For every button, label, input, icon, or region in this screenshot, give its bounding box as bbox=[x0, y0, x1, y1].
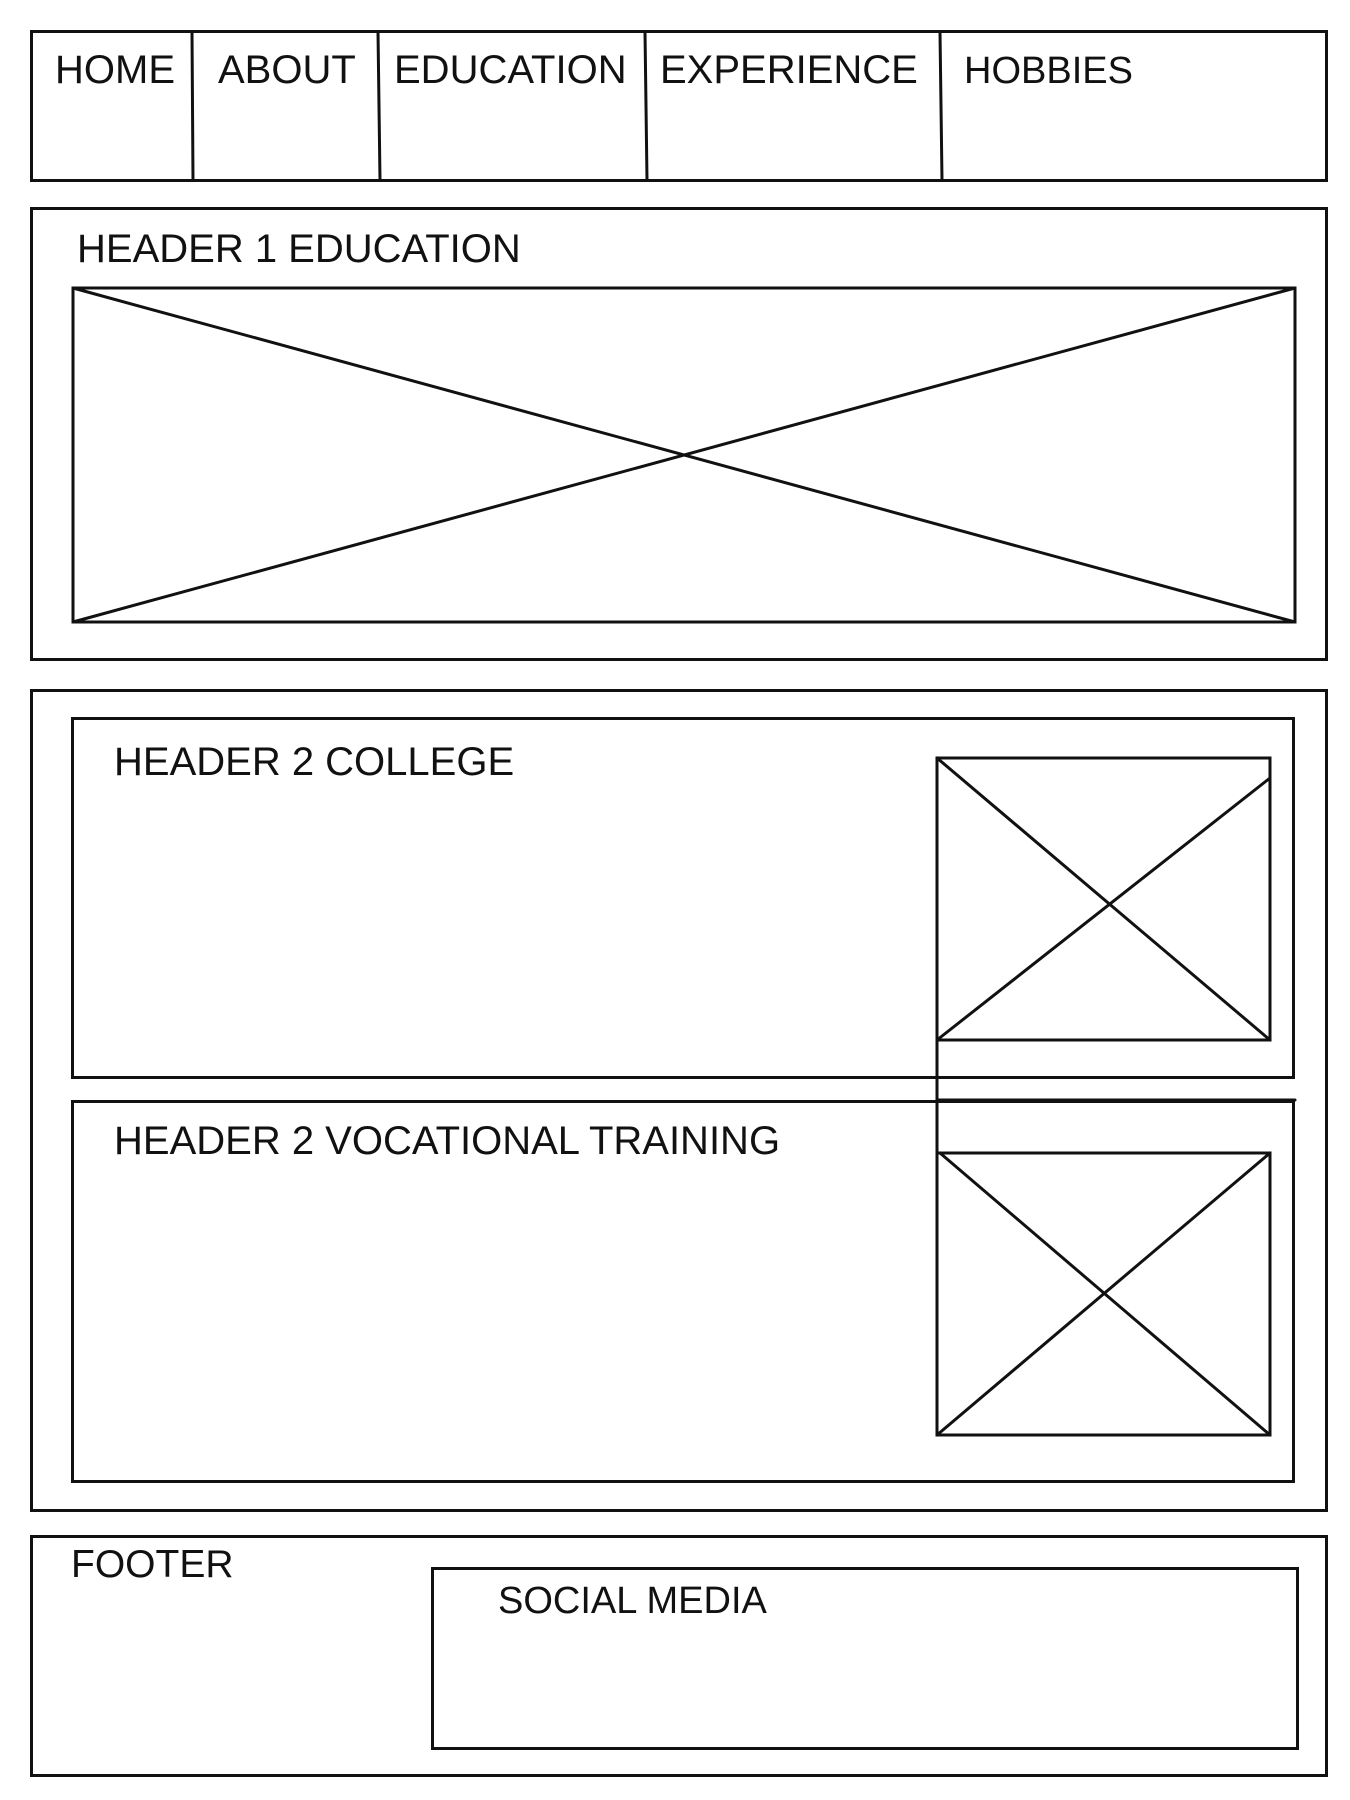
nav-item-home[interactable]: HOME bbox=[55, 50, 175, 90]
nav-item-about[interactable]: ABOUT bbox=[218, 50, 356, 90]
vocational-header: HEADER 2 VOCATIONAL TRAINING bbox=[114, 1121, 780, 1161]
social-media-label: SOCIAL MEDIA bbox=[498, 1582, 767, 1620]
hero-section bbox=[30, 207, 1328, 661]
nav-item-education[interactable]: EDUCATION bbox=[394, 50, 627, 90]
nav-item-experience[interactable]: EXPERIENCE bbox=[660, 50, 918, 90]
college-header: HEADER 2 COLLEGE bbox=[114, 742, 514, 782]
hero-header: HEADER 1 EDUCATION bbox=[77, 229, 521, 269]
nav-item-hobbies[interactable]: HOBBIES bbox=[964, 52, 1133, 90]
footer-label: FOOTER bbox=[71, 1545, 234, 1584]
